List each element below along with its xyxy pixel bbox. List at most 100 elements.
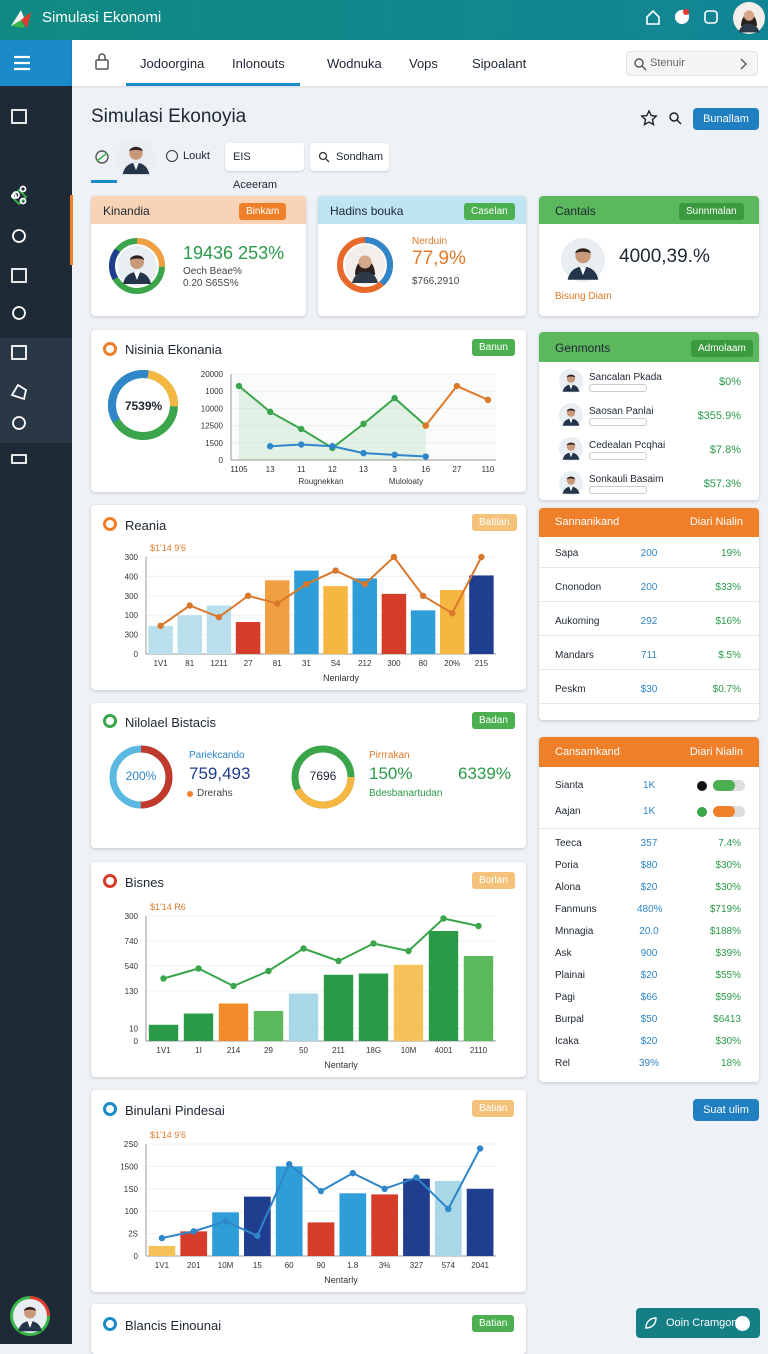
use-element: [13, 1299, 47, 1333]
donut-label: 200%: [125, 769, 157, 783]
point: [361, 580, 368, 588]
circle-element: [109, 238, 165, 294]
cell: $20: [640, 970, 658, 981]
user-avatar[interactable]: [733, 2, 765, 34]
point: [158, 1234, 166, 1242]
path-element: [11, 454, 27, 464]
y-tick-label: 0: [134, 1252, 139, 1261]
card-title: Hadins bouka: [330, 204, 404, 218]
rect-element: [11, 109, 27, 124]
summary-value: 4000,39.%: [619, 246, 710, 267]
hamburger-icon[interactable]: [12, 54, 32, 72]
path-element: [10, 383, 28, 401]
menu-button[interactable]: [0, 40, 72, 86]
row-divider: [539, 635, 759, 636]
point: [298, 425, 305, 433]
cell: 39%: [638, 1058, 659, 1069]
tab[interactable]: Vops: [409, 56, 438, 71]
cell: 711: [641, 650, 657, 661]
bar: [244, 1196, 271, 1256]
bar: [358, 973, 389, 1041]
badge[interactable]: Caselan: [464, 203, 515, 220]
top-icons[interactable]: [643, 7, 727, 27]
point: [298, 441, 305, 448]
circle-element: [291, 745, 355, 809]
circle-element: [318, 151, 328, 161]
badge[interactable]: Binkam: [239, 203, 287, 220]
cell: $188%: [709, 926, 741, 937]
cell: Sapa: [555, 548, 579, 559]
y-tick-label: 300: [125, 592, 139, 601]
circle-element: [337, 237, 393, 293]
badge[interactable]: Batian: [472, 1100, 515, 1117]
header-icons[interactable]: [640, 109, 686, 127]
cell: Aukoming: [555, 616, 600, 627]
annotation: $1'14 9'6: [150, 543, 186, 553]
profile-avatar[interactable]: [117, 138, 155, 176]
y-tick-label: 10: [129, 1025, 138, 1034]
tab[interactable]: Wodnuka: [327, 56, 382, 71]
badge[interactable]: Admolaam: [691, 340, 753, 357]
y-tick-label: 1500: [205, 439, 223, 448]
stat-note: Bdesbanartudan: [369, 788, 443, 799]
point: [360, 449, 367, 457]
badge[interactable]: Badan: [472, 712, 515, 729]
y-tick-label: 400: [125, 572, 139, 581]
bar: [440, 589, 465, 654]
y-tick-label: 0: [134, 1037, 139, 1046]
cell: Fanmuns: [555, 904, 597, 915]
cell: $0.7%: [712, 684, 741, 695]
donut: [291, 745, 355, 809]
point: [160, 975, 167, 982]
chip[interactable]: Loukt: [183, 150, 210, 162]
chip[interactable]: Sondham: [310, 143, 389, 171]
cell: Rel: [555, 1058, 571, 1069]
bar: [148, 1024, 179, 1041]
person-name: Sancalan Pkada: [589, 372, 662, 383]
cell: Poria: [555, 860, 579, 871]
cell: 1K: [643, 780, 656, 791]
y-tick-label: 100: [125, 1207, 139, 1216]
filter-icon[interactable]: [93, 148, 111, 166]
x-tick-label: 211: [332, 1046, 345, 1055]
stat-note: Drerahs: [197, 788, 233, 799]
path-element: [11, 20, 25, 28]
point: [190, 1228, 197, 1235]
badge[interactable]: Batilan: [472, 514, 517, 531]
search-box[interactable]: [626, 51, 758, 76]
point: [475, 922, 482, 930]
tab[interactable]: Inlonouts: [232, 56, 285, 71]
toggle[interactable]: [713, 780, 745, 791]
badge[interactable]: Batian: [472, 1315, 515, 1332]
path-element: [11, 10, 25, 26]
cell: $66: [640, 992, 658, 1003]
badge[interactable]: Borlan: [472, 872, 515, 889]
badge[interactable]: Sunnmalan: [679, 203, 744, 220]
cell: $30%: [715, 1036, 741, 1047]
cell: 357: [640, 838, 658, 849]
summary-line: 0.20 S65S%: [183, 278, 239, 289]
y-tick-label: 2S0: [124, 1140, 139, 1149]
point: [157, 622, 164, 630]
summary-sub: $766,2910: [412, 276, 460, 287]
sidebar-avatar[interactable]: [10, 1296, 50, 1336]
point: [381, 1185, 388, 1192]
tab[interactable]: Jodoorgina: [140, 56, 205, 71]
bar: [339, 1193, 367, 1256]
panel-header: [539, 737, 759, 767]
side-button[interactable]: Suat ulim: [693, 1099, 759, 1121]
cell: $16%: [715, 616, 741, 627]
primary-button[interactable]: Bunallam: [693, 108, 759, 130]
tab[interactable]: Sipoalant: [472, 56, 527, 71]
badge[interactable]: Banun: [472, 339, 515, 356]
chip[interactable]: EIS Aceeram: [225, 143, 304, 191]
path-element: [21, 12, 31, 28]
person-value: $0%: [718, 376, 741, 388]
line-chart: 0 1500 12500 10000 1000 20000 1105 13 11 12 13 3 16 2…: [201, 370, 496, 486]
x-tick-label: 1V1: [153, 659, 168, 668]
toggle[interactable]: [713, 806, 745, 817]
summary-line: Oech Beae%: [183, 266, 242, 277]
sidebar-icons[interactable]: [8, 105, 32, 475]
point: [390, 553, 398, 561]
